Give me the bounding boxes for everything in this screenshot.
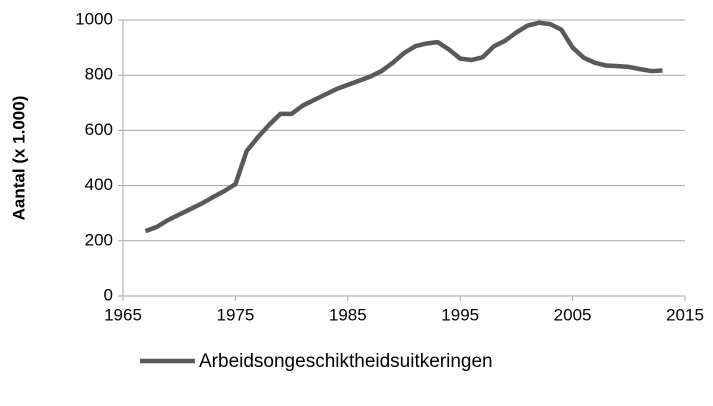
x-tick-label: 2015 [666,305,704,324]
x-tick-label: 1985 [329,305,367,324]
y-tick-label: 600 [85,120,113,139]
data-line [144,20,663,234]
y-tick-label: 800 [85,65,113,84]
y-axis-label: Aantal (x 1.000) [9,96,28,221]
x-tick-label: 1975 [216,305,254,324]
y-tick-label: 0 [104,285,113,304]
x-tick-label: 1995 [441,305,479,324]
y-tick-label: 200 [85,230,113,249]
y-tick-label: 400 [85,175,113,194]
x-tick-label: 2005 [554,305,592,324]
x-tick-label: 1965 [104,305,142,324]
legend-label: Arbeidsongeschiktheidsuitkeringen [199,351,493,372]
y-tick-label: 1000 [75,9,113,28]
